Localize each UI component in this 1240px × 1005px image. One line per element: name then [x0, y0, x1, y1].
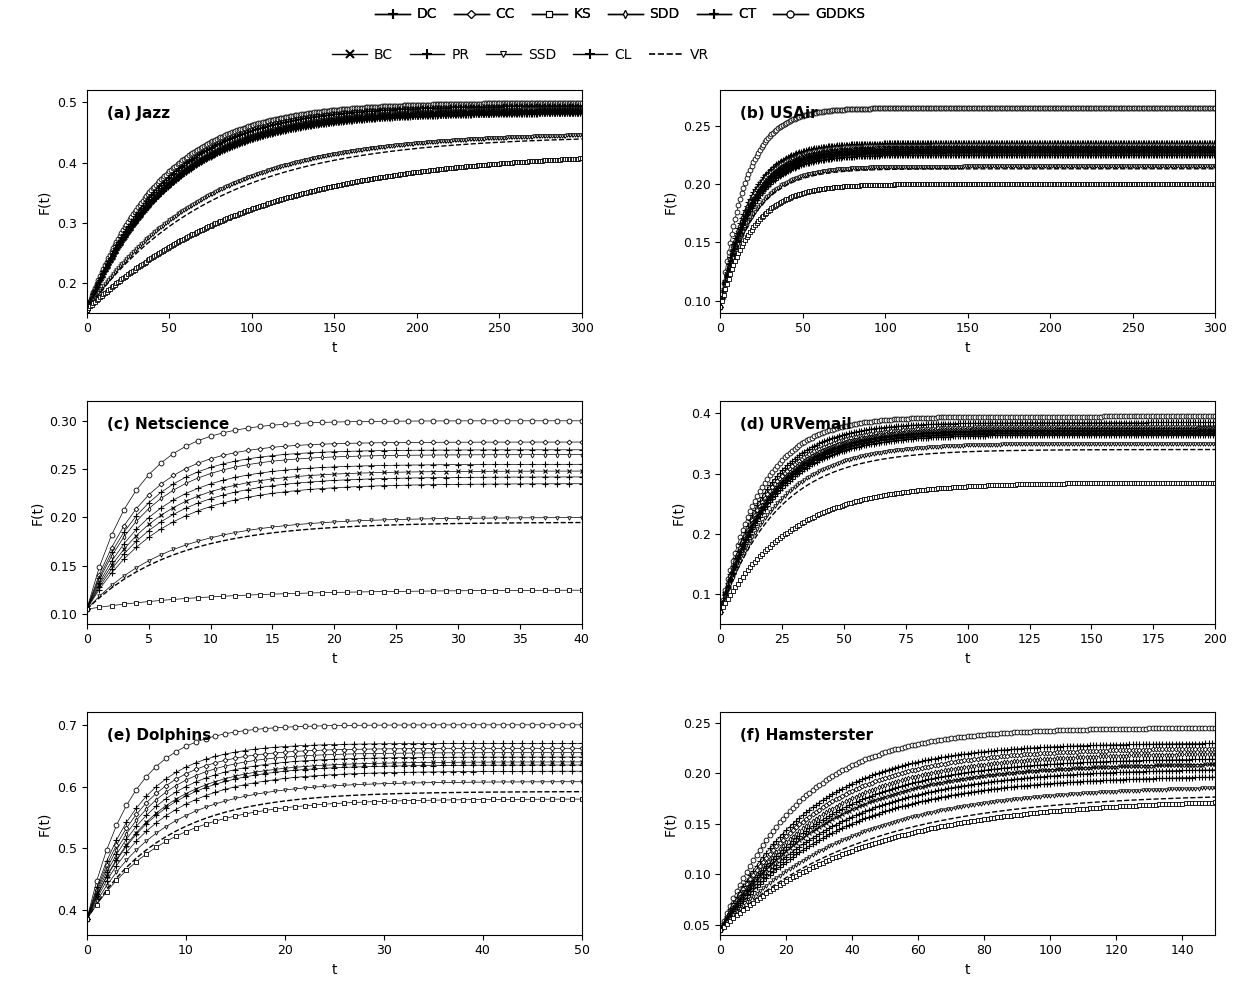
- X-axis label: t: t: [965, 341, 971, 355]
- Text: (b) USAir: (b) USAir: [740, 106, 817, 121]
- Legend: BC, PR, SSD, CL, VR: BC, PR, SSD, CL, VR: [327, 42, 714, 67]
- Text: (d) URVemail: (d) URVemail: [740, 417, 852, 432]
- X-axis label: t: t: [331, 341, 337, 355]
- Y-axis label: F(t): F(t): [37, 189, 52, 214]
- Y-axis label: F(t): F(t): [663, 811, 677, 836]
- Y-axis label: F(t): F(t): [671, 500, 686, 525]
- Legend: DC, CC, KS, SDD, CT, GDDKS: DC, CC, KS, SDD, CT, GDDKS: [370, 2, 870, 27]
- X-axis label: t: t: [331, 652, 337, 666]
- Y-axis label: F(t): F(t): [30, 500, 43, 525]
- X-axis label: t: t: [965, 652, 971, 666]
- Y-axis label: F(t): F(t): [37, 811, 52, 836]
- Text: (a) Jazz: (a) Jazz: [107, 106, 170, 121]
- Text: (c) Netscience: (c) Netscience: [107, 417, 229, 432]
- Text: (f) Hamsterster: (f) Hamsterster: [740, 728, 873, 743]
- X-axis label: t: t: [965, 963, 971, 977]
- Y-axis label: F(t): F(t): [663, 189, 677, 214]
- X-axis label: t: t: [331, 963, 337, 977]
- Text: (e) Dolphins: (e) Dolphins: [107, 728, 211, 743]
